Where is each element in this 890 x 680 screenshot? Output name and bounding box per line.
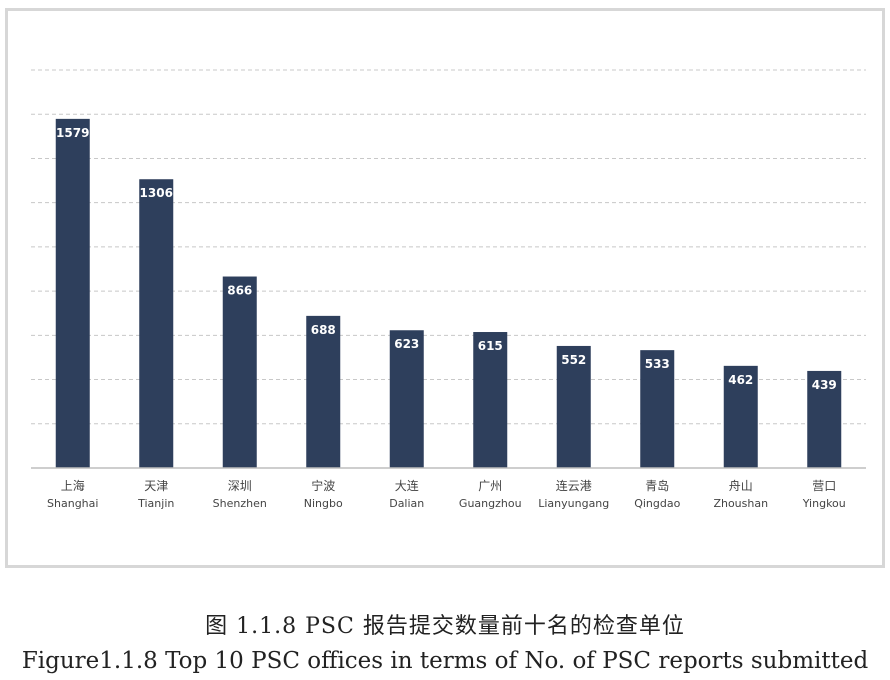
x-tick-label-cn: 青岛 (645, 478, 669, 493)
x-tick-label-en: Zhoushan (713, 497, 768, 510)
bar (640, 350, 675, 468)
bar-value-label: 1306 (140, 186, 173, 200)
x-tick-label-cn: 连云港 (556, 478, 592, 493)
bar-value-label: 533 (645, 357, 670, 371)
x-tick-label-en: Yingkou (802, 497, 846, 510)
bar (306, 315, 341, 468)
bar-value-label: 688 (311, 323, 336, 337)
x-tick-label-en: Tianjin (137, 497, 174, 510)
x-tick-label-cn: 上海 (61, 478, 85, 493)
bar-value-label: 462 (728, 373, 753, 387)
bar (55, 118, 90, 469)
bar (556, 345, 591, 468)
bar (473, 332, 508, 468)
x-tick-label-cn: 深圳 (228, 479, 252, 493)
x-tick-label-cn: 宁波 (311, 478, 335, 493)
x-tick-label-en: Ningbo (304, 497, 343, 510)
x-tick-label-cn: 天津 (144, 479, 168, 493)
bar (139, 179, 174, 468)
bar (222, 276, 257, 468)
bar-chart: 1579 上海 Shanghai 1306 天津 Tianjin 866 深圳 Shenzhen… (31, 69, 866, 510)
bar-value-label: 552 (561, 353, 586, 367)
bar (723, 365, 758, 468)
bar-value-label: 615 (478, 339, 503, 353)
x-tick-label-cn: 广州 (478, 479, 502, 493)
bar-value-label: 439 (812, 378, 837, 392)
bar-value-label: 623 (394, 337, 419, 351)
bar (389, 330, 424, 468)
figure-caption-english: Figure1.1.8 Top 10 PSC offices in terms … (21, 648, 869, 674)
x-tick-label-en: Shenzhen (213, 497, 267, 510)
bar-value-label: 1579 (56, 126, 89, 140)
x-tick-label-en: Guangzhou (459, 497, 522, 510)
x-tick-label-cn: 舟山 (729, 479, 753, 493)
x-tick-label-cn: 营口 (812, 479, 836, 493)
x-tick-label-en: Shanghai (47, 497, 98, 510)
x-tick-label-en: Qingdao (634, 497, 680, 510)
x-tick-label-cn: 大连 (395, 478, 419, 493)
figure-caption-chinese: 图 1.1.8 PSC 报告提交数量前十名的检查单位 (205, 614, 685, 639)
bar-value-label: 866 (227, 284, 252, 298)
x-tick-label-en: Dalian (389, 497, 424, 510)
x-tick-label-en: Lianyungang (538, 497, 609, 510)
bar (807, 370, 842, 468)
